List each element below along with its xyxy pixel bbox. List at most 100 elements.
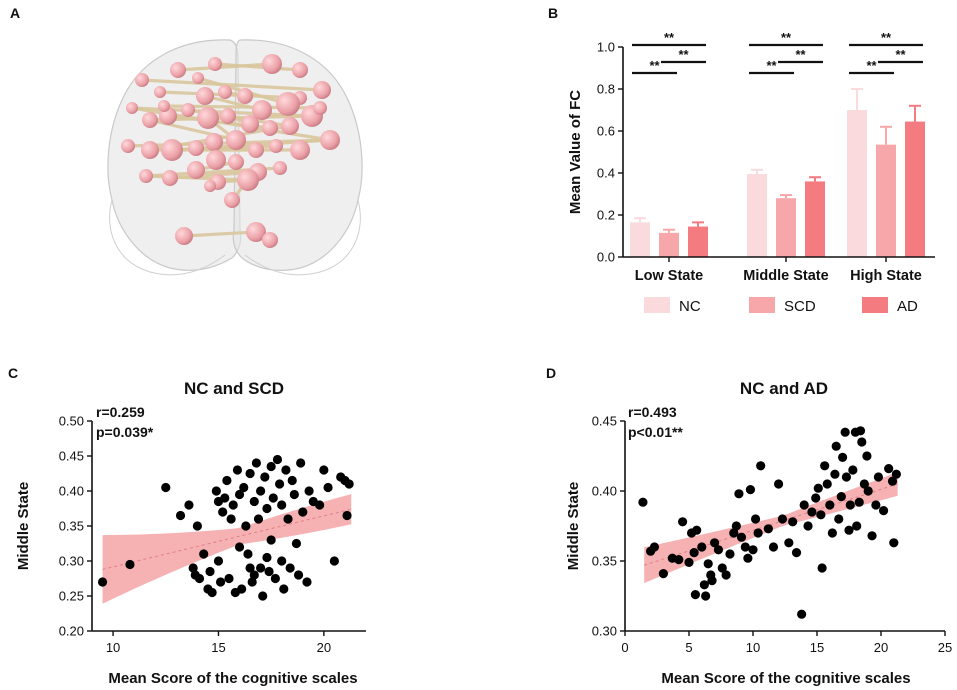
- b-sig-stars: **: [781, 30, 792, 45]
- d-data-point: [817, 563, 827, 573]
- d-data-point: [689, 548, 699, 558]
- c-data-point: [262, 503, 272, 514]
- d-data-point: [763, 524, 773, 534]
- c-data-point: [192, 521, 202, 531]
- d-data-point: [703, 559, 713, 569]
- brain-edge: [176, 62, 274, 72]
- b-legend-swatch: [644, 297, 670, 313]
- c-data-point: [97, 577, 108, 587]
- brain-node: [170, 62, 186, 78]
- c-y-tick-label: 0.25: [59, 589, 84, 604]
- d-data-point: [822, 479, 832, 489]
- c-data-point: [291, 538, 302, 549]
- d-data-point: [649, 542, 660, 552]
- brain-node: [218, 85, 232, 99]
- d-data-point: [707, 576, 717, 586]
- d-data-point: [852, 521, 862, 531]
- d-data-point: [825, 500, 835, 510]
- d-data-point: [721, 570, 731, 580]
- c-data-point: [298, 507, 308, 517]
- d-data-point: [734, 489, 744, 499]
- c-data-point: [266, 461, 276, 472]
- d-data-point: [884, 464, 894, 474]
- c-data-point: [264, 566, 274, 577]
- c-data-point: [224, 573, 234, 584]
- d-data-point: [777, 514, 788, 524]
- brain-node: [273, 161, 287, 175]
- d-data-point: [863, 486, 873, 496]
- d-x-tick-label: 20: [874, 640, 888, 655]
- c-data-point: [256, 486, 266, 496]
- c-data-point: [256, 563, 266, 573]
- b-category-label: Low State: [635, 268, 703, 284]
- d-data-point: [867, 531, 877, 541]
- c-data-point: [249, 496, 259, 507]
- brain-node: [135, 73, 149, 87]
- c-plot-area: 0.20 0.25 0.30 0.35 0.40 0.45 0.50 10 15 20: [59, 414, 366, 655]
- d-x-tick-label: 10: [746, 640, 760, 655]
- d-data-point: [873, 472, 884, 482]
- scatter-chart-d: NC and AD r=0.493 p<0.01** Mean Score of…: [565, 379, 952, 687]
- c-y-tick-label: 0.35: [59, 519, 84, 534]
- b-bar: [876, 144, 896, 257]
- brain-node: [262, 232, 278, 248]
- d-y-tick-label: 0.35: [592, 554, 617, 569]
- d-data-point: [878, 506, 889, 516]
- c-data-point: [205, 566, 215, 577]
- b-bar: [847, 110, 867, 257]
- b-categories: Low State Middle State High State: [635, 257, 922, 284]
- scatter-chart-c: NC and SCD r=0.259 p=0.039* Mean Score o…: [15, 379, 366, 687]
- c-data-point: [239, 482, 249, 493]
- c-data-point: [232, 465, 243, 475]
- brain-node: [246, 222, 266, 242]
- b-tick-label: 1.0: [597, 40, 615, 55]
- d-data-point: [834, 514, 844, 524]
- d-y-tick-label: 0.30: [592, 624, 617, 639]
- d-data-point: [638, 497, 648, 507]
- c-fit-line: [102, 508, 352, 570]
- c-x-tick-label: 15: [211, 640, 225, 655]
- c-y-axis-label: Middle State: [15, 482, 32, 570]
- d-data-point: [678, 517, 688, 527]
- brain-node: [252, 100, 272, 120]
- b-legend-swatch: [749, 297, 775, 313]
- c-data-point: [258, 591, 268, 601]
- c-data-point: [199, 549, 209, 559]
- c-data-point: [228, 500, 238, 510]
- c-data-point: [234, 489, 245, 500]
- brain-node: [196, 87, 214, 105]
- d-data-point: [807, 507, 817, 517]
- c-data-point: [315, 500, 325, 510]
- c-data-point: [247, 577, 257, 587]
- d-data-point: [674, 555, 684, 565]
- d-data-point: [753, 528, 763, 538]
- d-data-point: [788, 517, 798, 527]
- b-legend-label: AD: [897, 298, 918, 315]
- c-y-tick-label: 0.40: [59, 484, 84, 499]
- d-data-point: [836, 492, 846, 502]
- d-x-tick-label: 15: [810, 640, 824, 655]
- d-y-tick-label: 0.45: [592, 414, 617, 429]
- brain-node: [175, 227, 193, 245]
- d-data-point: [845, 500, 855, 510]
- brain-node: [241, 115, 259, 133]
- brain-node: [154, 86, 166, 98]
- d-data-point: [725, 549, 735, 559]
- d-data-point: [740, 542, 750, 552]
- d-data-point: [830, 469, 840, 479]
- c-data-point: [226, 514, 236, 524]
- d-data-point: [690, 590, 701, 600]
- d-data-point: [701, 591, 711, 601]
- c-data-point: [213, 556, 224, 566]
- d-plot-area: 0.30 0.35 0.40 0.45 0 5 10 15 20 25: [592, 414, 953, 656]
- c-data-point: [262, 552, 272, 563]
- c-data-point: [222, 475, 232, 486]
- brain-node: [276, 92, 300, 116]
- d-data-point: [820, 461, 830, 471]
- c-data-point: [302, 577, 312, 587]
- brain-node: [292, 62, 308, 78]
- d-x-tick-label: 25: [938, 640, 952, 655]
- brain-node: [290, 140, 310, 160]
- c-data-point: [241, 521, 251, 531]
- d-data-point: [887, 476, 898, 486]
